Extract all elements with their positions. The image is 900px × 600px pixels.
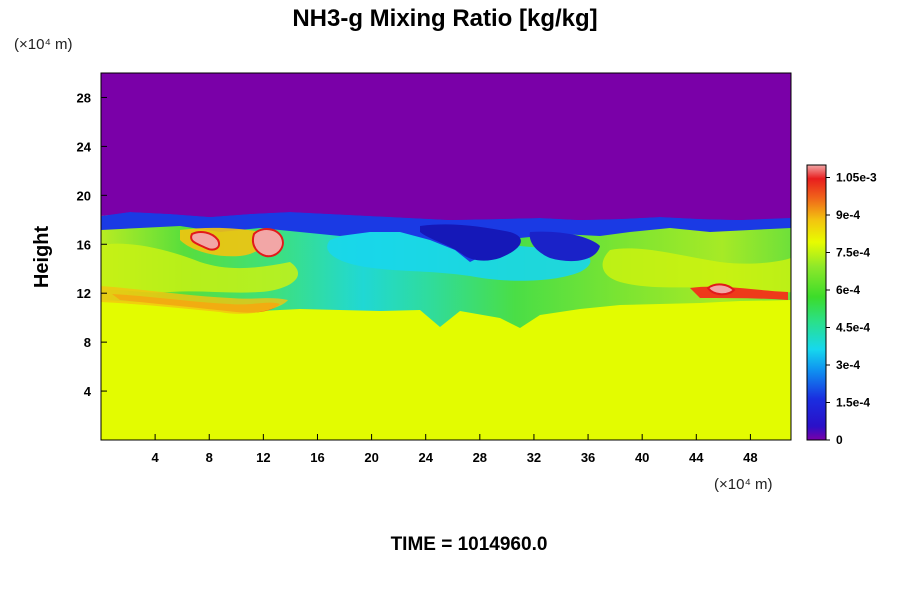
purple-intrusion [101,206,791,220]
colorbar-tick-label: 9e-4 [836,208,860,222]
max-blob [252,228,284,258]
cyan-region [327,231,591,281]
y-tick-label: 20 [77,188,91,203]
blue-deep [529,231,600,262]
blue-deep [420,224,521,261]
mixed-patch [101,243,299,293]
colorbar-tick-label: 1.05e-3 [836,171,877,185]
upper-layer [101,73,791,233]
chart-title: NH3-g Mixing Ratio [kg/kg] [292,5,597,32]
colorbar-tick-label: 4.5e-4 [836,321,870,335]
orange-streak [101,286,288,314]
plot-frame [100,72,792,441]
y-axis: 4 8 12 16 20 24 28 [77,90,107,399]
y-tick-label: 24 [77,139,92,154]
y-axis-label: Height [31,226,53,289]
colorbar-tick-label: 6e-4 [836,283,860,297]
x-tick-label: 44 [689,450,704,465]
x-unit-label: (×10⁴ m) [714,476,773,493]
y-tick-label: 16 [77,237,91,252]
x-tick-label: 24 [418,450,433,465]
x-tick-label: 4 [152,450,160,465]
max-blob [190,231,220,251]
colorbar-tick-label: 7.5e-4 [836,246,870,260]
y-tick-label: 4 [84,384,92,399]
colorbar-tick-label: 0 [836,433,843,447]
x-tick-label: 20 [364,450,378,465]
time-label: TIME = 1014960.0 [391,534,548,555]
colorbar-tick-label: 1.5e-4 [836,396,870,410]
x-tick-label: 16 [310,450,324,465]
x-tick-label: 36 [581,450,595,465]
x-axis: 4 8 12 16 20 24 28 32 36 40 44 48 [152,434,758,465]
colorbar-tick-label: 3e-4 [836,358,860,372]
heatmap-field [101,73,791,440]
y-tick-label: 28 [77,90,91,105]
lower-layer [101,300,791,440]
max-blob [706,283,736,296]
x-tick-label: 12 [256,450,270,465]
mixed-patch [602,248,791,294]
x-tick-label: 48 [743,450,757,465]
x-tick-label: 28 [473,450,487,465]
x-tick-label: 40 [635,450,649,465]
y-unit-label: (×10⁴ m) [14,36,73,53]
colorbar-gradient [806,164,827,441]
colorbar: 0 1.5e-4 3e-4 4.5e-4 6e-4 7.5e-4 9e-4 1.05e-3 [806,164,877,447]
x-tick-label: 8 [206,450,213,465]
y-tick-label: 12 [77,286,91,301]
x-tick-label: 32 [527,450,541,465]
y-tick-label: 8 [84,335,91,350]
